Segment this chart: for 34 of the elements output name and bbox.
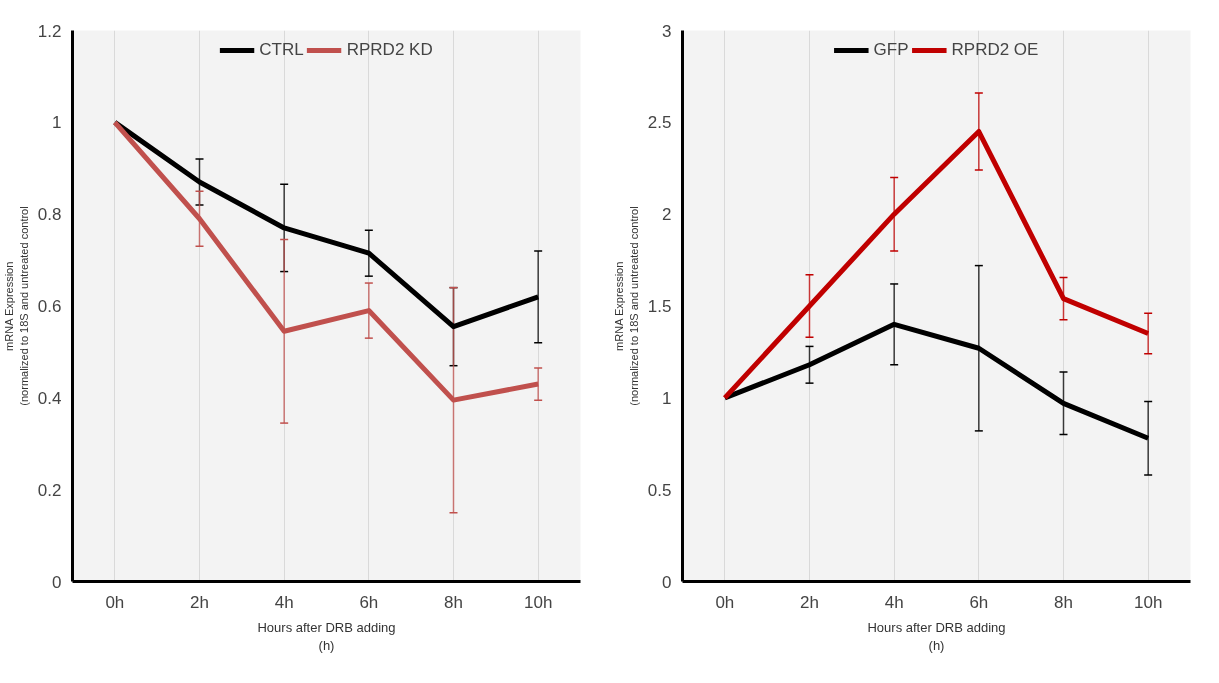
legend-label: CTRL [259, 40, 304, 60]
x-tick-label: 4h [884, 592, 904, 612]
x-tick-label: 8h [444, 592, 463, 612]
x-tick-label: 6h [359, 592, 379, 612]
x-tick-label: 2h [190, 592, 209, 612]
y-tick-label: 0.8 [37, 205, 62, 225]
x-tick-label: 2h [800, 592, 819, 612]
y-tick-label: 3 [662, 21, 672, 41]
legend-label: RPRD2 OE [951, 40, 1039, 60]
y-tick-label: 0.2 [37, 480, 62, 500]
x-tick-label: 0h [715, 592, 735, 612]
x-tick-label: 6h [969, 592, 989, 612]
y-tick-label: 1 [52, 113, 62, 133]
x-tick-label: 0h [105, 592, 125, 612]
x-axis-title: Hours after DRB adding (h) [257, 619, 396, 653]
y-tick-label: 0 [52, 572, 62, 592]
x-axis-title: Hours after DRB adding (h) [867, 619, 1006, 653]
y-tick-label: 0.5 [647, 480, 672, 500]
legend-label: RPRD2 KD [346, 40, 433, 60]
y-tick-label: 1.2 [37, 21, 62, 41]
y-tick-label: 1.5 [647, 297, 672, 316]
legend-label: GFP [873, 40, 909, 60]
y-tick-label: 0 [662, 572, 672, 592]
x-tick-label: 8h [1054, 592, 1073, 612]
x-tick-label: 10h [1133, 592, 1163, 612]
y-axis-title: mRNA Expression (normalized to 18S and untreated control [613, 206, 640, 406]
y-tick-label: 0.4 [37, 388, 62, 408]
x-tick-label: 4h [274, 592, 294, 612]
x-tick-label: 10h [523, 592, 553, 612]
y-tick-label: 1 [662, 388, 672, 408]
y-axis-title: mRNA Expression (normalized to 18S and untreated control [3, 206, 30, 406]
y-tick-label: 0.6 [37, 297, 62, 316]
y-tick-label: 2 [662, 205, 672, 225]
y-tick-label: 2.5 [647, 113, 672, 133]
